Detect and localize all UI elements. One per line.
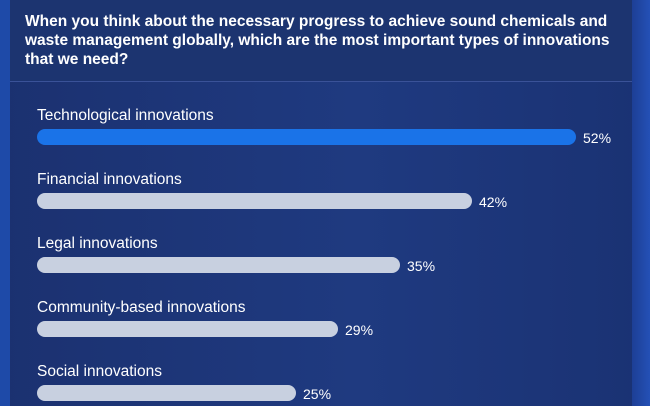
poll-results-list: Technological innovations 52% Financial … — [37, 100, 627, 406]
poll-bar — [37, 321, 338, 337]
poll-bar-track — [37, 257, 576, 273]
poll-percent: 52% — [583, 130, 612, 146]
poll-bar-track — [37, 129, 576, 145]
poll-option-row: Community-based innovations 29% — [37, 292, 627, 356]
poll-option-row: Legal innovations 35% — [37, 228, 627, 292]
poll-percent: 25% — [303, 386, 332, 402]
poll-bar — [37, 257, 400, 273]
poll-bar-track — [37, 193, 576, 209]
right-scroll-edge — [632, 0, 650, 406]
poll-percent: 42% — [479, 194, 508, 210]
poll-option-row: Financial innovations 42% — [37, 164, 627, 228]
poll-bar-track — [37, 385, 576, 401]
poll-bar — [37, 129, 576, 145]
poll-option-label: Social innovations — [37, 363, 162, 380]
poll-option-label: Financial innovations — [37, 171, 182, 188]
poll-option-label: Community-based innovations — [37, 299, 246, 316]
poll-question: When you think about the necessary progr… — [25, 13, 610, 68]
left-edge — [0, 0, 10, 406]
question-header: When you think about the necessary progr… — [10, 0, 632, 82]
poll-bar — [37, 385, 296, 401]
poll-bar-track — [37, 321, 576, 337]
poll-option-row: Technological innovations 52% — [37, 100, 627, 164]
poll-option-row: Social innovations 25% — [37, 356, 627, 406]
poll-bar — [37, 193, 472, 209]
poll-option-label: Legal innovations — [37, 235, 158, 252]
poll-percent: 29% — [345, 322, 374, 338]
poll-percent: 35% — [407, 258, 436, 274]
poll-option-label: Technological innovations — [37, 107, 214, 124]
